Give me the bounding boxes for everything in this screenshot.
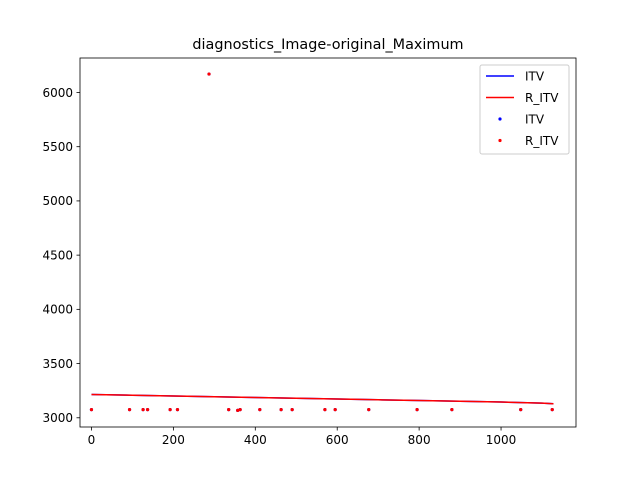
legend-box (479, 64, 570, 155)
legend-dot-marker (498, 138, 502, 143)
y-tick-label: 6000 (42, 86, 73, 100)
scatter-point-r-itv (279, 408, 283, 412)
scatter-point-r-itv (450, 408, 454, 412)
legend-label: R_ITV (525, 134, 559, 148)
y-tick-label: 4500 (42, 248, 73, 262)
x-tick-label: 400 (244, 433, 267, 447)
y-tick-label: 5500 (42, 140, 73, 154)
legend-label: R_ITV (525, 91, 559, 105)
legend: ITV R_ITV ITV R_ITV (479, 64, 570, 155)
scatter-point-r-itv (175, 408, 180, 412)
x-tick-label: 800 (408, 433, 431, 447)
scatter-point-r-itv (227, 408, 231, 412)
y-tick-label: 4000 (42, 303, 73, 317)
axes-frame (79, 57, 577, 428)
scatter-point-r-itv (127, 408, 132, 412)
y-tick-label: 3500 (42, 357, 73, 371)
scatter-point-r-itv (333, 408, 337, 412)
scatter-point-r-itv (290, 408, 294, 412)
scatter-point-r-itv (141, 408, 145, 412)
y-tick-label: 5000 (42, 194, 73, 208)
x-tick-label: 600 (326, 433, 349, 447)
y-tick-label: 3000 (42, 411, 73, 425)
scatter-point-r-itv (89, 408, 94, 412)
scatter-point-r-itv (258, 408, 262, 412)
scatter-point-r-itv (168, 408, 172, 412)
plot-layer (89, 72, 554, 413)
scatter-point-r-itv (323, 408, 327, 412)
scatter-point-r-itv (236, 408, 240, 413)
x-tick-label: 0 (88, 433, 96, 447)
x-tick-label: 200 (162, 433, 185, 447)
chart-title: diagnostics_Image-original_Maximum (192, 37, 463, 53)
scatter-point-r-itv (415, 408, 419, 412)
x-tick-label: 1000 (486, 433, 517, 447)
legend-label: ITV (525, 112, 545, 126)
tick-layer: 0 200 400 600 800 1000 3000 3500 4000 4500 5000 550… (42, 86, 516, 447)
scatter-point-r-itv (207, 72, 211, 76)
series-line-r-itv (91, 393, 554, 405)
scatter-point-r-itv (550, 408, 554, 412)
legend-dot-marker (498, 117, 502, 121)
legend-label: ITV (525, 69, 545, 83)
scatter-point-r-itv (519, 408, 523, 412)
scatter-point-r-itv (367, 408, 371, 412)
scatter-point-r-itv (238, 408, 242, 412)
scatter-point-r-itv (145, 408, 150, 412)
